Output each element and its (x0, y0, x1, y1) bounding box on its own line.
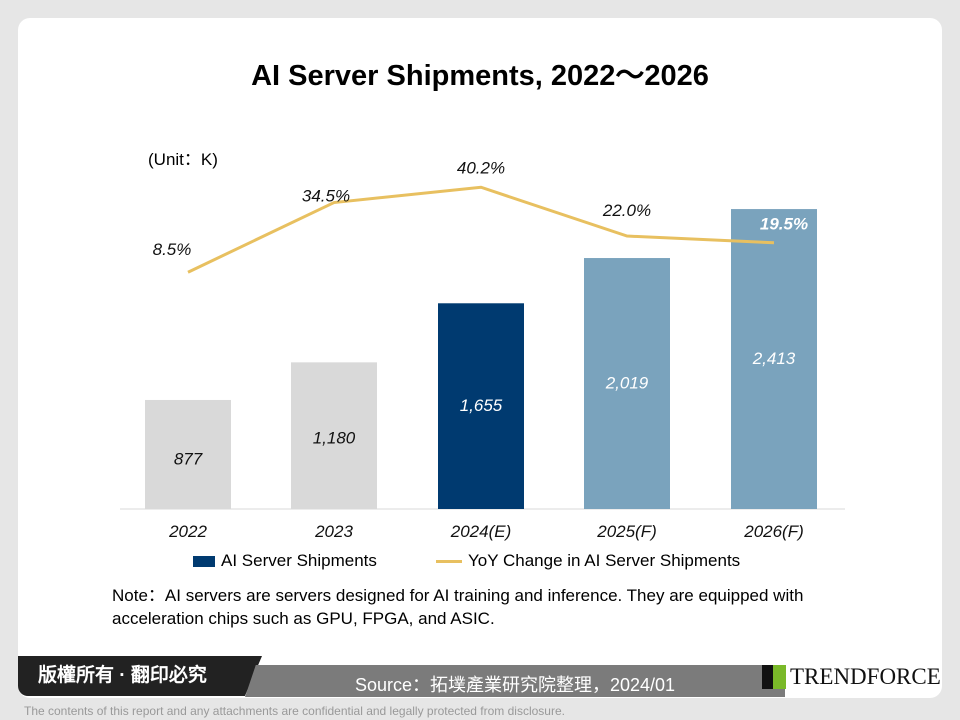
copyright-banner: 版權所有 · 翻印必究 (18, 656, 262, 696)
x-tick-label: 2025(F) (596, 522, 657, 541)
bar-label: 877 (174, 449, 203, 468)
yoy-line (187, 185, 775, 274)
unit-label: (Unit：K) (148, 150, 218, 169)
bar-label: 2,019 (605, 374, 649, 393)
bar-label: 2,413 (752, 349, 796, 368)
yoy-label: 22.0% (602, 201, 651, 220)
source-banner: Source：拓墣產業研究院整理，2024/01 (245, 665, 785, 697)
x-tick-label: 2026(F) (743, 522, 804, 541)
trendforce-logo: TRENDFORCE (762, 664, 941, 690)
bar-label: 1,180 (313, 429, 356, 448)
legend-label: AI Server Shipments (221, 551, 377, 570)
note-text: Note：AI servers are servers designed for… (112, 586, 804, 628)
yoy-label: 8.5% (153, 240, 192, 259)
legend-label: YoY Change in AI Server Shipments (468, 551, 741, 570)
x-tick-label: 2024(E) (450, 522, 511, 541)
yoy-label: 34.5% (302, 187, 350, 206)
bar-2025(F) (584, 258, 670, 509)
yoy-label: 40.2% (457, 158, 505, 177)
bar-2026(F) (731, 209, 817, 510)
legend-line: YoY Change in AI Server Shipments (436, 551, 740, 571)
chart-plot: 877 2022 1,180 2023 1,655 2024(E) 2,019 2025(F)… (120, 158, 845, 541)
bar-label: 1,655 (460, 396, 503, 415)
bar-2024(E) (438, 303, 524, 509)
bar-2022 (145, 399, 231, 509)
chart-title: AI Server Shipments, 2022～2026 (251, 60, 709, 92)
legend-swatch-line (436, 559, 462, 563)
x-tick-label: 2023 (314, 522, 353, 541)
bar-2023 (291, 362, 377, 509)
x-tick-label: 2022 (168, 522, 207, 541)
yoy-label: 19.5% (760, 215, 808, 234)
disclaimer: The contents of this report and any atta… (24, 704, 565, 718)
legend-bar: AI Server Shipments (193, 551, 377, 571)
logo-mark-icon (762, 665, 786, 689)
legend-swatch-bar (193, 555, 215, 567)
